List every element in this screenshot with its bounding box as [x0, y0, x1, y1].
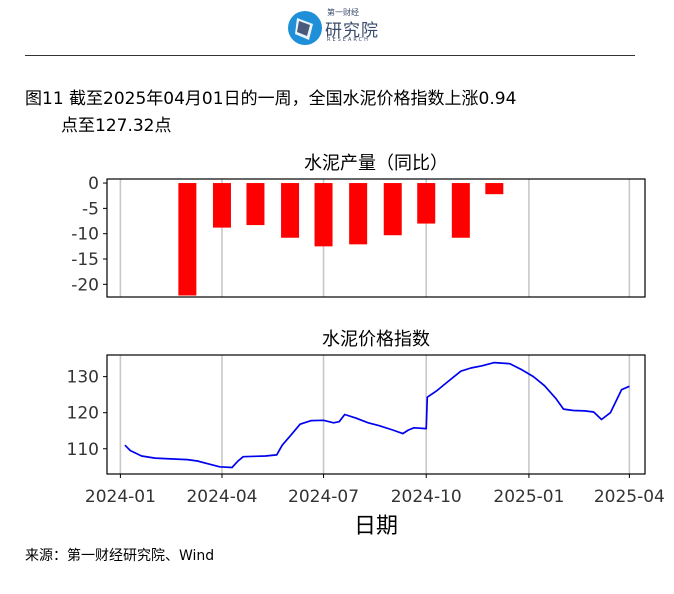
panel-title: 水泥价格指数: [322, 329, 430, 350]
panel-title: 水泥产量（同比）: [304, 153, 448, 174]
plot-frame: [106, 354, 646, 475]
x-tick-label: 2024-07: [288, 487, 359, 507]
bar: [383, 183, 402, 236]
y-tick-label: -5: [82, 199, 99, 219]
x-tick-label: 2025-04: [594, 487, 665, 507]
x-tick-label: 2024-04: [186, 487, 257, 507]
header-divider: [25, 55, 635, 56]
figure-title: 图11 截至2025年04月01日的一周，全国水泥价格指数上涨0.94 点至12…: [25, 86, 645, 140]
x-tick-label: 2024-10: [391, 487, 462, 507]
y-tick-label: -10: [71, 225, 99, 245]
x-tick-label: 2024-01: [85, 487, 156, 507]
chart-panel-2: 110 120 130 水泥价格指数 2024-01 2024-04 2024-07 2024…: [67, 329, 665, 539]
bar: [246, 183, 265, 226]
y-tick-label: 120: [67, 404, 99, 424]
bar: [314, 183, 333, 247]
bar: [417, 183, 436, 224]
logo: 第一财经 研究院 RESEARCH: [287, 6, 382, 50]
bar: [451, 183, 470, 238]
figure-title-line1: 图11 截至2025年04月01日的一周，全国水泥价格指数上涨0.94: [25, 89, 517, 109]
x-axis-label: 日期: [354, 514, 398, 539]
logo-small-text: 第一财经: [327, 8, 359, 17]
logo-main-text: 研究院: [325, 21, 379, 41]
bar: [349, 183, 368, 245]
y-tick-label: -20: [71, 275, 99, 295]
figure-title-line2: 点至127.32点: [61, 116, 172, 136]
chart-panel-1: 0 -5 -10 -15 -20 水泥产量（同比）: [71, 153, 646, 298]
bar: [281, 183, 300, 238]
y-tick-label: 130: [67, 368, 99, 388]
x-tick-label: 2025-01: [493, 487, 564, 507]
y-tick-label: 110: [67, 440, 99, 460]
bar: [485, 183, 504, 195]
y-tick-label: -15: [71, 250, 99, 270]
source-note: 来源：第一财经研究院、Wind: [25, 548, 215, 564]
bar: [178, 183, 197, 296]
plot-frame: [106, 178, 646, 298]
bar: [212, 183, 231, 228]
logo-en-text: RESEARCH: [327, 37, 370, 43]
y-tick-label: 0: [88, 174, 99, 194]
logo-mark-icon: [288, 11, 322, 45]
series-line: [124, 361, 630, 469]
